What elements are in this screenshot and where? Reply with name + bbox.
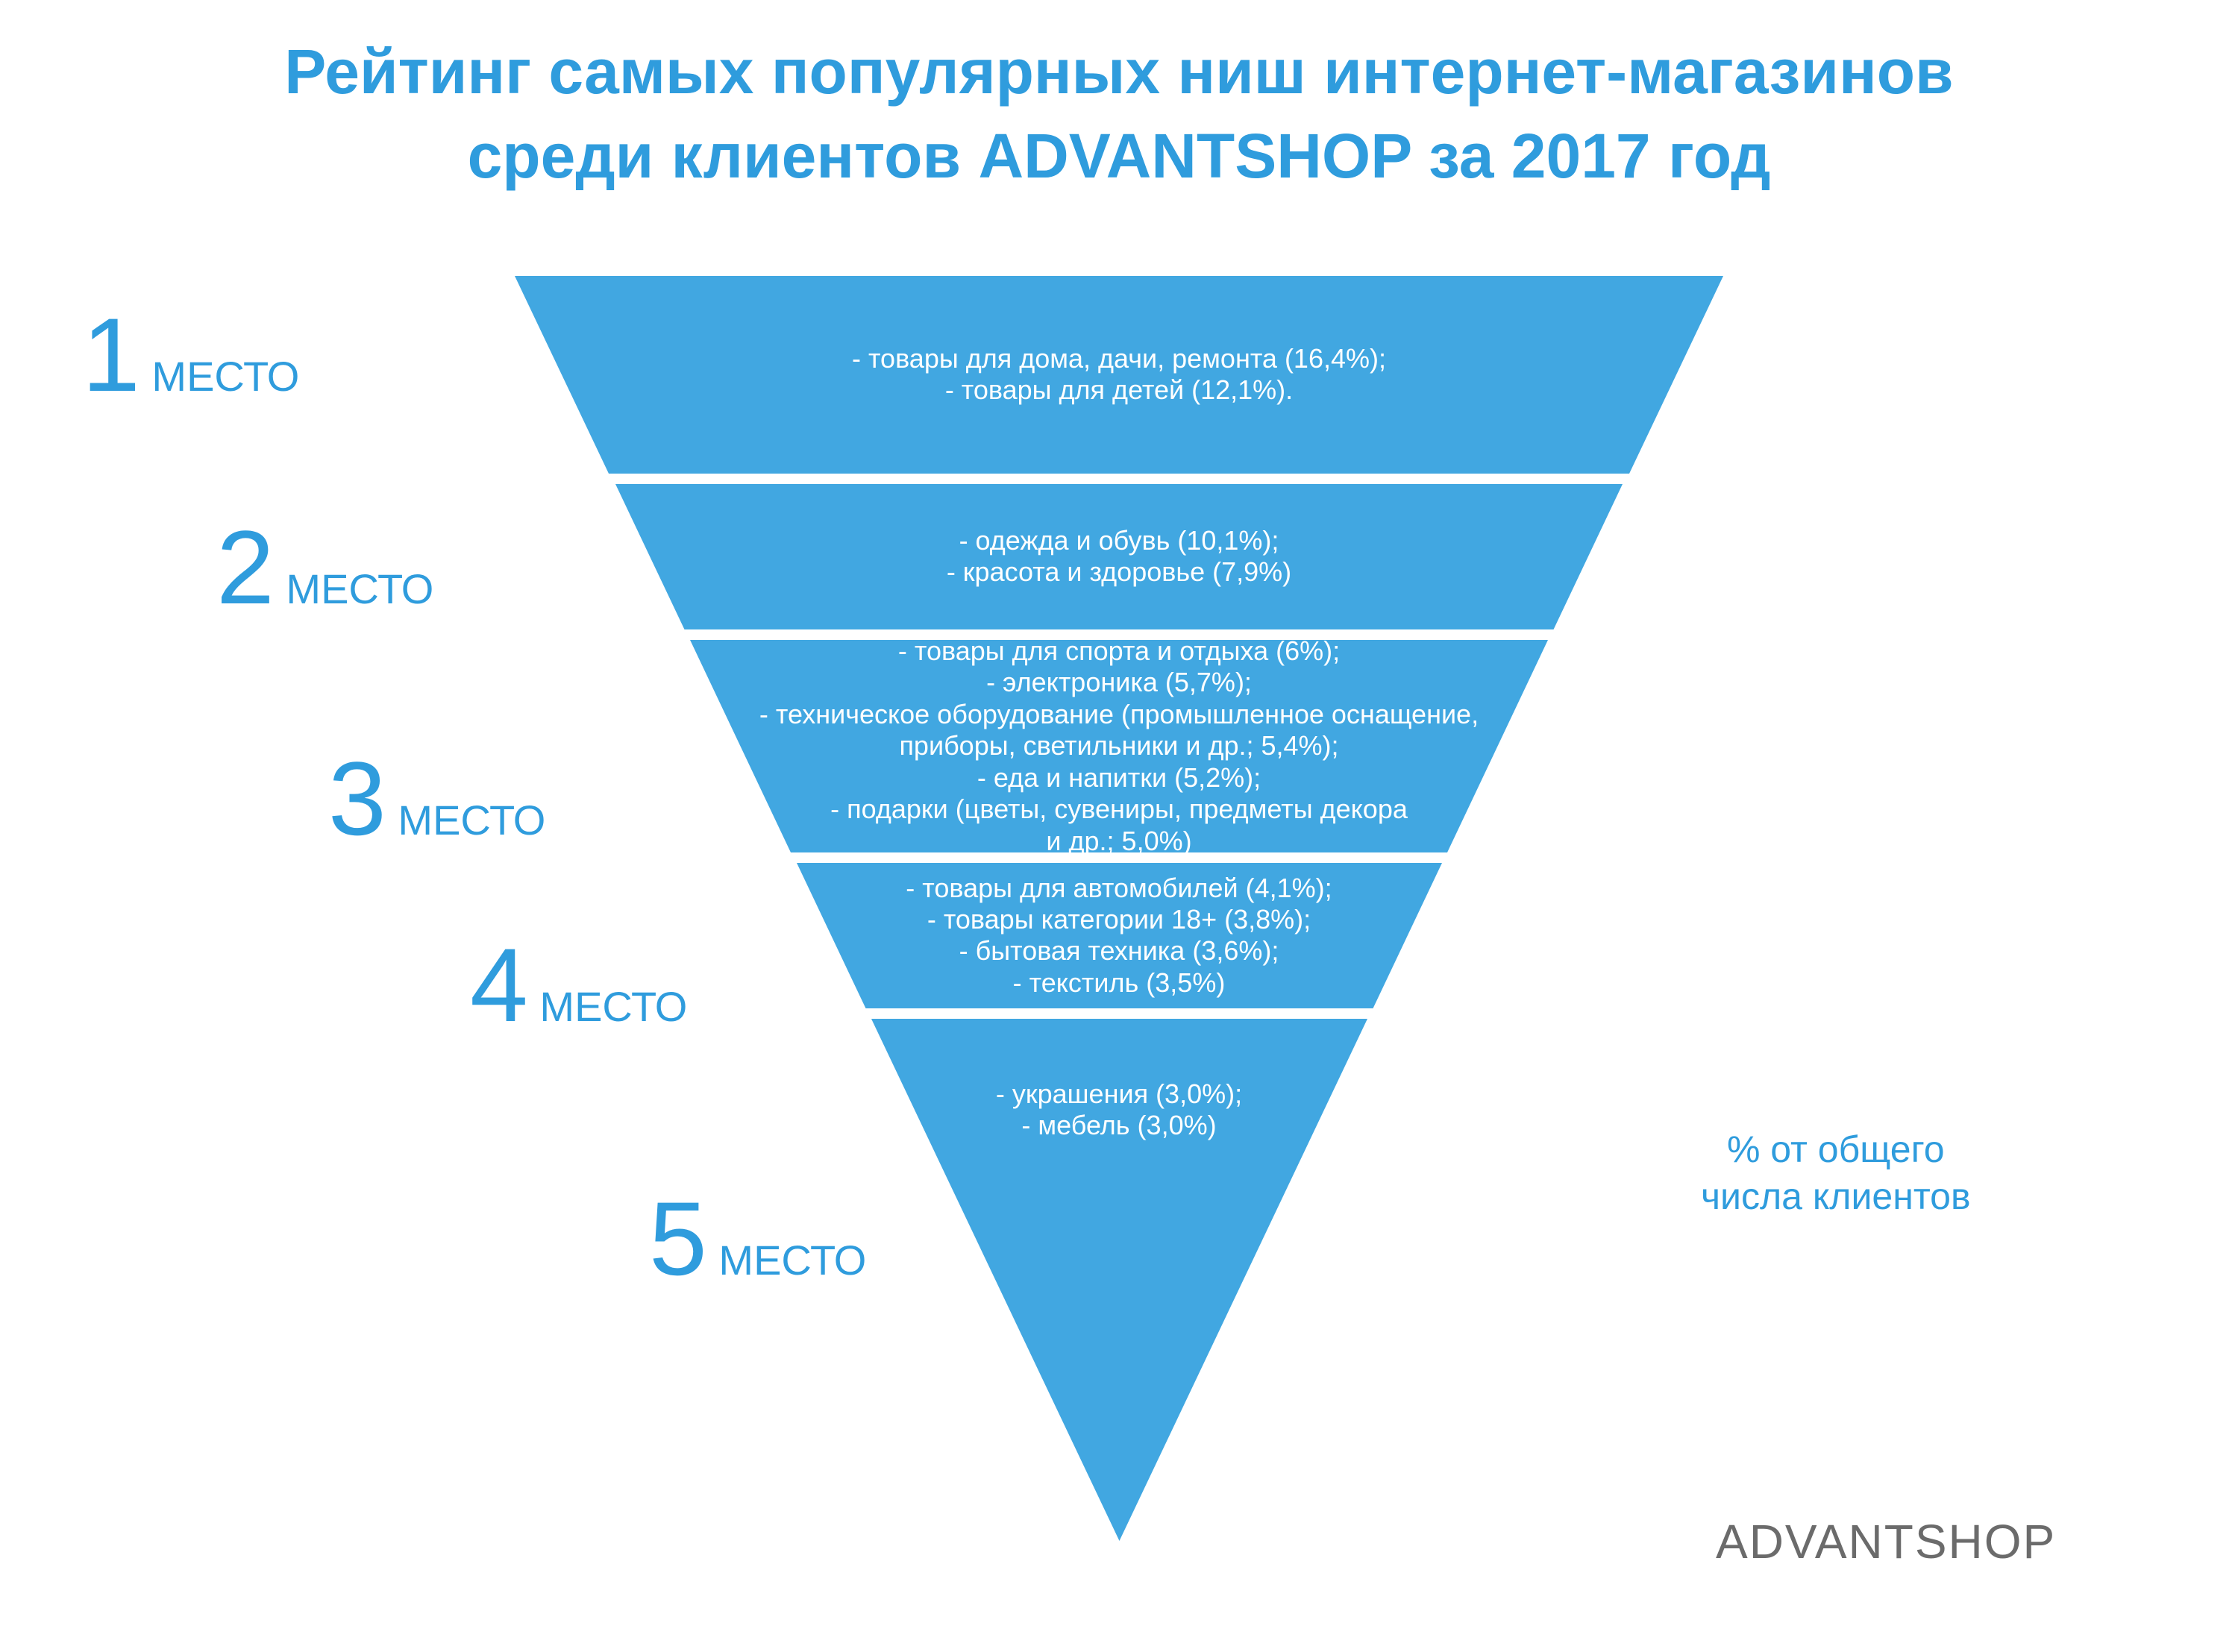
funnel-segment-line: и др.; 5,0%): [690, 826, 1548, 857]
footnote-line-2: числа клиентов: [1701, 1175, 1971, 1217]
funnel-segment-line: - товары для дома, дачи, ремонта (16,4%)…: [515, 343, 1723, 374]
rank-word: МЕСТО: [528, 983, 687, 1030]
rank-number: 4: [470, 926, 528, 1043]
funnel-segment-line: приборы, светильники и др.; 5,4%);: [690, 730, 1548, 761]
brand-logo-text: ADVANTSHOP: [1716, 1514, 2056, 1569]
footnote-percent-of-clients: % от общего числа клиентов: [1701, 1126, 1971, 1219]
funnel-segment-line: - товары для детей (12,1%).: [515, 374, 1723, 406]
rank-word: МЕСТО: [275, 565, 433, 612]
funnel-segment-line: - электроника (5,7%);: [690, 667, 1548, 698]
funnel-segment-line: - красота и здоровье (7,9%): [615, 556, 1623, 588]
rank-number: 2: [216, 509, 275, 626]
funnel-segment-line: - бытовая техника (3,6%);: [797, 935, 1442, 967]
rank-word: МЕСТО: [386, 797, 545, 844]
funnel-segment-line: - еда и напитки (5,2%);: [690, 762, 1548, 794]
rank-number: 1: [82, 296, 140, 413]
funnel-segment-line: - товары категории 18+ (3,8%);: [797, 904, 1442, 935]
funnel-segment-text: - товары для спорта и отдыха (6%);- элек…: [690, 635, 1548, 857]
infographic-title: Рейтинг самых популярных ниш интернет-ма…: [0, 0, 2238, 199]
funnel-segment-line: - товары для спорта и отдыха (6%);: [690, 635, 1548, 667]
funnel-segment-line: - одежда и обувь (10,1%);: [615, 525, 1623, 556]
funnel-segment-text: - украшения (3,0%);- мебель (3,0%): [871, 1078, 1367, 1142]
title-line-1: Рейтинг самых популярных ниш интернет-ма…: [284, 37, 1953, 107]
rank-label: 5 МЕСТО: [649, 1178, 866, 1299]
funnel-segment-line: - товары для автомобилей (4,1%);: [797, 873, 1442, 904]
title-line-2: среди клиентов ADVANTSHOP за 2017 год: [468, 121, 1771, 191]
funnel-segment-text: - одежда и обувь (10,1%);- красота и здо…: [615, 525, 1623, 588]
funnel-segment-line: - текстиль (3,5%): [797, 967, 1442, 999]
funnel-segment-line: - подарки (цветы, сувениры, предметы дек…: [690, 794, 1548, 825]
rank-label: 4 МЕСТО: [470, 925, 687, 1046]
rank-label: 1 МЕСТО: [82, 295, 299, 415]
funnel-segment-line: - мебель (3,0%): [871, 1110, 1367, 1141]
rank-word: МЕСТО: [140, 353, 299, 400]
rank-label: 3 МЕСТО: [328, 738, 545, 859]
footnote-line-1: % от общего: [1727, 1128, 1945, 1170]
funnel-segment-text: - товары для автомобилей (4,1%);- товары…: [797, 873, 1442, 999]
funnel-segment-line: - техническое оборудование (промышленное…: [690, 699, 1548, 730]
rank-number: 3: [328, 740, 386, 857]
funnel-segment-text: - товары для дома, дачи, ремонта (16,4%)…: [515, 343, 1723, 406]
rank-number: 5: [649, 1180, 707, 1297]
funnel-segment-line: - украшения (3,0%);: [871, 1078, 1367, 1110]
rank-word: МЕСТО: [707, 1237, 866, 1284]
rank-label: 2 МЕСТО: [216, 507, 433, 628]
